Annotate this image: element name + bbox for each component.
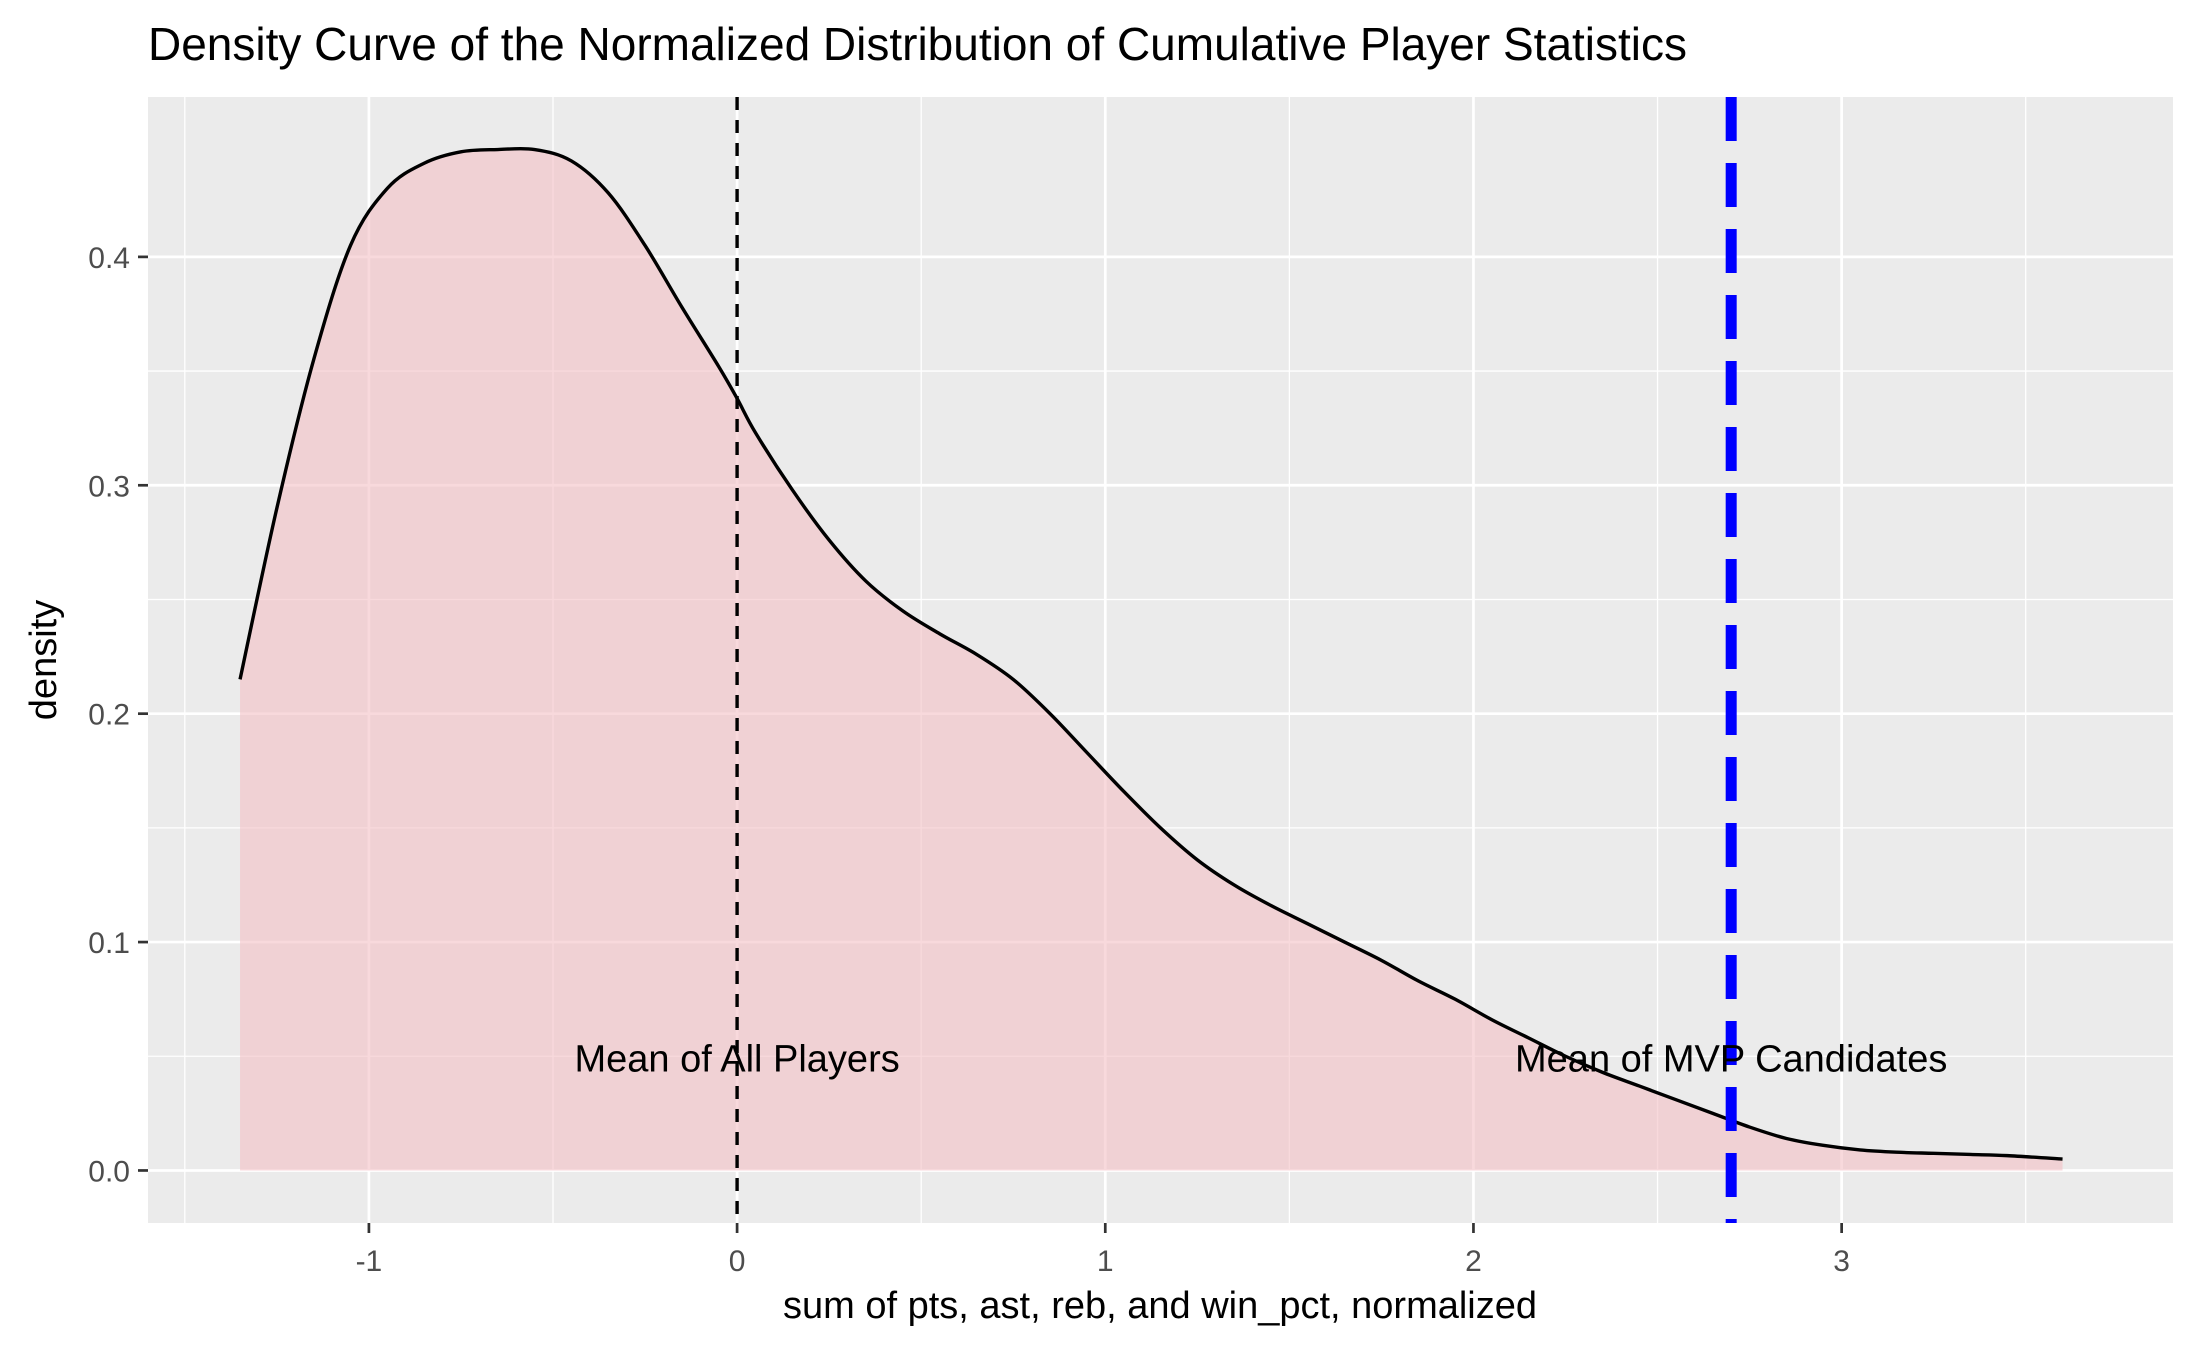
x-axis: -1 0 1 2 3 xyxy=(356,1223,1850,1278)
x-tick-label: 3 xyxy=(1833,1245,1850,1278)
density-fill-area xyxy=(240,148,2063,1171)
y-axis: 0.0 0.1 0.2 0.3 0.4 xyxy=(88,242,148,1188)
y-tick-label: 0.2 xyxy=(88,699,130,732)
annotation-mean-mvp-candidates: Mean of MVP Candidates xyxy=(1515,1039,1947,1081)
y-axis-title: density xyxy=(23,600,65,720)
x-tick-label: 0 xyxy=(729,1245,746,1278)
x-tick-label: 1 xyxy=(1097,1245,1114,1278)
annotations: Mean of All Players Mean of MVP Candidate… xyxy=(574,1039,1947,1081)
chart-title: Density Curve of the Normalized Distribu… xyxy=(148,18,1687,70)
y-tick-label: 0.4 xyxy=(88,242,130,275)
annotation-mean-all-players: Mean of All Players xyxy=(574,1039,899,1081)
density-curve xyxy=(238,146,2063,1161)
mean-lines xyxy=(735,97,1737,1223)
y-tick-label: 0.3 xyxy=(88,470,130,503)
x-tick-label: 2 xyxy=(1465,1245,1482,1278)
x-axis-title: sum of pts, ast, reb, and win_pct, norma… xyxy=(783,1285,1537,1327)
x-tick-label: -1 xyxy=(356,1245,383,1278)
y-tick-label: 0.1 xyxy=(88,927,130,960)
y-tick-label: 0.0 xyxy=(88,1155,130,1188)
